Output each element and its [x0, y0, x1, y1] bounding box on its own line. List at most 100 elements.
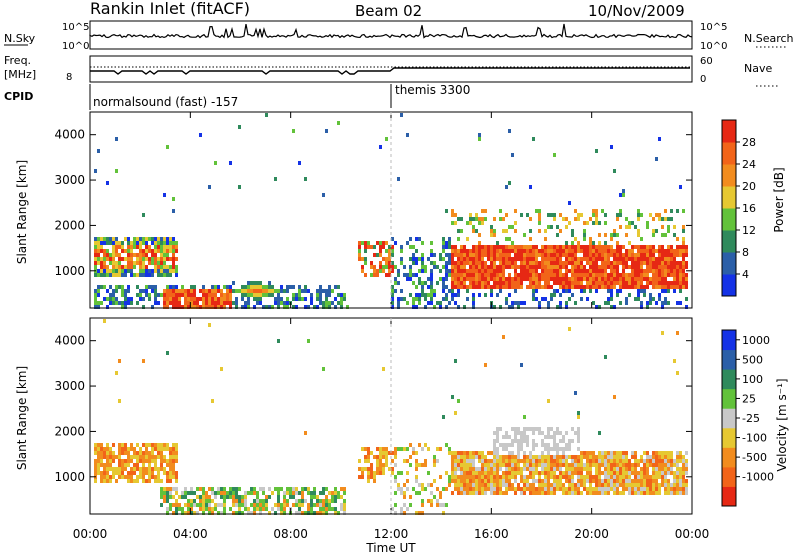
heatmap-cell: [604, 455, 607, 459]
heatmap-cell: [574, 273, 577, 277]
heatmap-cell: [112, 471, 115, 475]
heatmap-cell: [169, 463, 172, 467]
heatmap-cell: [265, 285, 268, 289]
heatmap-cell: [571, 261, 574, 265]
heatmap-cell: [319, 285, 322, 289]
heatmap-cell: [163, 237, 166, 241]
heatmap-cell: [277, 487, 280, 491]
heatmap-cell: [424, 293, 427, 297]
heatmap-cell: [109, 293, 112, 297]
heatmap-cell: [631, 273, 634, 277]
heatmap-cell: [664, 281, 667, 285]
heatmap-cell: [655, 491, 658, 495]
heatmap-cell: [433, 305, 436, 309]
heatmap-cell: [676, 269, 679, 273]
heatmap-cell: [457, 229, 460, 233]
heatmap-cell: [229, 289, 232, 293]
heatmap-cell: [274, 301, 277, 305]
heatmap-cell: [580, 289, 583, 293]
heatmap-cell: [493, 487, 496, 491]
heatmap-cell: [586, 245, 589, 249]
heatmap-cell: [415, 237, 418, 241]
heatmap-cell: [652, 229, 655, 233]
heatmap-cell: [478, 245, 481, 249]
heatmap-cell: [400, 297, 403, 301]
heatmap-cell: [490, 293, 493, 297]
heatmap-cell: [664, 289, 667, 293]
heatmap-cell: [604, 277, 607, 281]
heatmap-cell: [466, 261, 469, 265]
heatmap-cell: [406, 471, 409, 475]
heatmap-cell: [451, 455, 454, 459]
heatmap-cell: [478, 221, 481, 225]
heatmap-cell: [451, 479, 454, 483]
heatmap-cell: [652, 245, 655, 249]
heatmap-cell: [514, 487, 517, 491]
heatmap-cell: [619, 261, 622, 265]
heatmap-cell: [514, 459, 517, 463]
heatmap-cell: [580, 459, 583, 463]
power-colorbar-label: Power [dB]: [772, 167, 786, 232]
heatmap-cell: [220, 487, 223, 491]
heatmap-cell: [643, 463, 646, 467]
heatmap-cell: [568, 327, 571, 331]
heatmap-cell: [661, 459, 664, 463]
heatmap-cell: [505, 253, 508, 257]
heatmap-cell: [436, 487, 439, 491]
heatmap-cell: [130, 245, 133, 249]
heatmap-cell: [685, 245, 688, 249]
heatmap-cell: [505, 297, 508, 301]
heatmap-cell: [493, 277, 496, 281]
heatmap-cell: [676, 467, 679, 471]
heatmap-cell: [181, 495, 184, 499]
heatmap-cell: [523, 487, 526, 491]
heatmap-cell: [367, 451, 370, 455]
heatmap-cell: [511, 285, 514, 289]
heatmap-cell: [124, 467, 127, 471]
heatmap-cell: [550, 261, 553, 265]
heatmap-cell: [142, 297, 145, 301]
heatmap-cell: [94, 297, 97, 301]
heatmap-cell: [223, 297, 226, 301]
heatmap-cell: [442, 237, 445, 241]
heatmap-cell: [532, 293, 535, 297]
heatmap-cell: [202, 507, 205, 511]
heatmap-cell: [115, 301, 118, 305]
heatmap-cell: [532, 431, 535, 435]
heatmap-cell: [547, 245, 550, 249]
heatmap-cell: [496, 459, 499, 463]
heatmap-cell: [400, 447, 403, 451]
heatmap-cell: [121, 443, 124, 447]
heatmap-cell: [598, 269, 601, 273]
heatmap-cell: [361, 475, 364, 479]
heatmap-cell: [505, 281, 508, 285]
heatmap-cell: [148, 297, 151, 301]
heatmap-cell: [613, 395, 616, 399]
colorbar-swatch: [722, 349, 736, 370]
heatmap-cell: [514, 277, 517, 281]
heatmap-cell: [415, 491, 418, 495]
heatmap-cell: [391, 289, 394, 293]
heatmap-cell: [604, 479, 607, 483]
heatmap-cell: [652, 273, 655, 277]
heatmap-cell: [607, 249, 610, 253]
heatmap-cell: [193, 503, 196, 507]
heatmap-cell: [103, 297, 106, 301]
heatmap-cell: [169, 297, 172, 301]
heatmap-cell: [304, 289, 307, 293]
heatmap-cell: [580, 265, 583, 269]
heatmap-cell: [196, 511, 199, 515]
heatmap-cell: [523, 301, 526, 305]
heatmap-cell: [208, 293, 211, 297]
heatmap-cell: [163, 289, 166, 293]
heatmap-cell: [262, 293, 265, 297]
heatmap-cell: [196, 305, 199, 309]
heatmap-cell: [595, 277, 598, 281]
heatmap-cell: [571, 269, 574, 273]
heatmap-cell: [187, 507, 190, 511]
heatmap-cell: [679, 487, 682, 491]
heatmap-cell: [454, 471, 457, 475]
heatmap-cell: [604, 487, 607, 491]
heatmap-cell: [115, 249, 118, 253]
heatmap-cell: [664, 491, 667, 495]
